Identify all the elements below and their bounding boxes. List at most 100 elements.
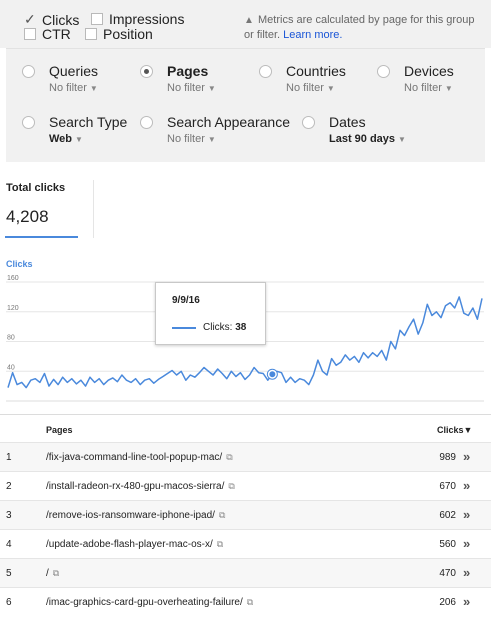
dimension-label: Countries [286, 63, 346, 79]
sort-desc-icon: ▼ [463, 425, 473, 435]
row-page-text: /remove-ios-ransomware-iphone-ipad/ [46, 510, 215, 521]
caret-down-icon: ▼ [444, 84, 453, 93]
row-clicks: 670 [439, 481, 456, 492]
col-header-clicks-label: Clicks [437, 425, 464, 435]
chevron-double-right-icon[interactable]: » [463, 478, 471, 493]
filter-dropdown[interactable]: No filter ▼ [167, 82, 216, 94]
filter-dropdown[interactable]: Web ▼ [49, 133, 127, 145]
row-page-text: /install-radeon-rx-480-gpu-macos-sierra/ [46, 481, 225, 492]
total-clicks-value: 4,208 [6, 207, 49, 226]
row-page-text: /update-adobe-flash-player-mac-os-x/ [46, 539, 213, 550]
external-link-icon[interactable]: ⧉ [216, 539, 224, 549]
dimension-label: Search Appearance [167, 114, 290, 130]
row-clicks: 206 [439, 597, 456, 608]
filter-dropdown[interactable]: No filter ▼ [49, 82, 98, 94]
row-index: 1 [6, 452, 12, 463]
row-clicks: 989 [439, 452, 456, 463]
filter-dropdown[interactable]: No filter ▼ [167, 133, 290, 145]
metric-ctr-label: CTR [42, 26, 71, 42]
filter-value: No filter [286, 82, 324, 94]
table-row[interactable]: 5 /⧉ 470 » [0, 558, 491, 587]
row-page-text: /imac-graphics-card-gpu-overheating-fail… [46, 597, 243, 608]
metric-impressions-toggle[interactable]: Impressions [91, 11, 184, 27]
chart-series-label: Clicks [6, 259, 33, 269]
hover-point[interactable] [267, 369, 278, 380]
checkbox-icon [85, 28, 97, 40]
learn-more-link[interactable]: Learn more. [283, 29, 343, 41]
dimension-label: Pages [167, 63, 209, 79]
row-index: 6 [6, 597, 12, 608]
row-page-link[interactable]: /update-adobe-flash-player-mac-os-x/⧉ [46, 539, 223, 550]
dimension-dates[interactable]: Dates Last 90 days ▼ [302, 114, 406, 145]
y-tick-label: 80 [7, 335, 15, 342]
row-index: 4 [6, 539, 12, 550]
tooltip-value: 38 [235, 322, 247, 333]
dimension-devices[interactable]: Devices No filter ▼ [377, 63, 454, 94]
filter-value: Web [49, 133, 73, 145]
filter-dropdown[interactable]: No filter ▼ [404, 82, 454, 94]
caret-down-icon: ▼ [89, 84, 98, 93]
pages-table: Pages Clicks▼ 1/fix-java-command-line-to… [0, 414, 491, 616]
external-link-icon[interactable]: ⧉ [52, 568, 60, 578]
row-page-text: /fix-java-command-line-tool-popup-mac/ [46, 452, 223, 463]
row-index: 2 [6, 481, 12, 492]
row-page-link[interactable]: /install-radeon-rx-480-gpu-macos-sierra/… [46, 481, 235, 492]
tooltip-series: Clicks [203, 322, 230, 333]
hover-point-ring [266, 368, 278, 380]
tooltip-value-line: Clicks: 38 [203, 322, 247, 333]
table-row[interactable]: 6/imac-graphics-card-gpu-overheating-fai… [0, 587, 491, 616]
row-index: 3 [6, 510, 12, 521]
filter-value: No filter [167, 133, 205, 145]
row-clicks: 470 [439, 568, 456, 579]
table-row[interactable]: 2/install-radeon-rx-480-gpu-macos-sierra… [0, 471, 491, 500]
filter-value: No filter [404, 82, 442, 94]
dimension-label: Queries [49, 63, 99, 79]
col-header-clicks[interactable]: Clicks▼ [437, 425, 472, 435]
table-row[interactable]: 3/remove-ios-ransomware-iphone-ipad/⧉ 602… [0, 500, 491, 529]
dimension-queries[interactable]: Queries No filter ▼ [22, 63, 98, 94]
chart-tooltip: 9/9/16 Clicks: 38 [155, 282, 266, 345]
dimension-search-type[interactable]: Search Type Web ▼ [22, 114, 127, 145]
row-page-link[interactable]: /remove-ios-ransomware-iphone-ipad/⧉ [46, 510, 225, 521]
external-link-icon[interactable]: ⧉ [218, 510, 226, 520]
metrics-note: ▲ Metrics are calculated by page for this… [244, 13, 484, 43]
radio-selected-icon [140, 64, 153, 78]
filter-dropdown[interactable]: Last 90 days ▼ [329, 133, 406, 145]
tooltip-swatch [172, 327, 196, 329]
metric-ctr-toggle[interactable]: CTR [24, 26, 71, 42]
col-header-pages[interactable]: Pages [46, 425, 73, 435]
chevron-double-right-icon[interactable]: » [463, 449, 471, 464]
row-page-link[interactable]: /imac-graphics-card-gpu-overheating-fail… [46, 597, 253, 608]
row-page-link[interactable]: / ⧉ [46, 568, 59, 579]
chevron-double-right-icon[interactable]: » [463, 565, 471, 580]
table-row[interactable]: 4/update-adobe-flash-player-mac-os-x/⧉ 56… [0, 529, 491, 558]
external-link-icon[interactable]: ⧉ [228, 481, 235, 491]
row-page-link[interactable]: /fix-java-command-line-tool-popup-mac/⧉ [46, 452, 233, 463]
external-link-icon[interactable]: ⧉ [226, 452, 233, 462]
chevron-double-right-icon[interactable]: » [463, 594, 471, 609]
metric-position-toggle[interactable]: Position [85, 26, 153, 42]
metric-clicks-label: Clicks [42, 11, 80, 28]
checkbox-icon [24, 28, 36, 40]
dimension-search-appearance[interactable]: Search Appearance No filter ▼ [140, 114, 290, 145]
tooltip-date: 9/9/16 [172, 295, 200, 306]
caret-down-icon: ▼ [398, 135, 406, 144]
caret-down-icon: ▼ [75, 135, 83, 144]
external-link-icon[interactable]: ⧉ [246, 597, 254, 607]
checkmark-icon: ✓ [24, 11, 36, 27]
radio-icon [22, 64, 35, 78]
filter-dropdown[interactable]: No filter ▼ [286, 82, 346, 94]
y-tick-label: 120 [7, 305, 19, 312]
radio-icon [22, 115, 35, 129]
chevron-double-right-icon[interactable]: » [463, 536, 471, 551]
metric-clicks-toggle[interactable]: ✓ Clicks [24, 11, 79, 28]
radio-icon [302, 115, 315, 129]
metric-impressions-label: Impressions [109, 11, 185, 27]
chevron-double-right-icon[interactable]: » [463, 507, 471, 522]
dimension-countries[interactable]: Countries No filter ▼ [259, 63, 346, 94]
dimension-pages[interactable]: Pages No filter ▼ [140, 63, 216, 94]
radio-icon [259, 64, 272, 78]
radio-icon [377, 64, 390, 78]
table-row[interactable]: 1/fix-java-command-line-tool-popup-mac/⧉… [0, 442, 491, 471]
caret-down-icon: ▼ [326, 84, 335, 93]
